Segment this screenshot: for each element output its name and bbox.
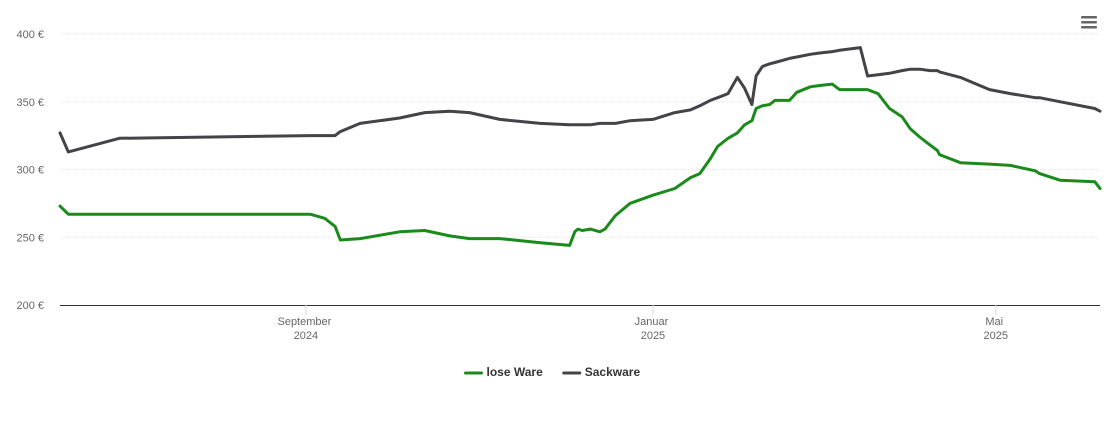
menu-button[interactable] — [1080, 14, 1098, 30]
legend: lose Ware Sackware — [464, 365, 641, 379]
y-tick-label: 300 € — [16, 165, 44, 177]
y-tick-label: 350 € — [16, 97, 44, 109]
x-tick-label: September 2024 — [277, 316, 334, 342]
series-line — [58, 46, 1102, 154]
legend-label: lose Ware — [487, 365, 544, 379]
y-tick-label: 250 € — [16, 232, 44, 244]
x-tick-label: Januar 2025 — [635, 316, 672, 342]
y-tick-label: 400 € — [16, 29, 44, 41]
menu-bar — [1081, 16, 1097, 19]
menu-bar — [1081, 21, 1097, 24]
menu-bar — [1081, 26, 1097, 29]
legend-label: Sackware — [585, 365, 641, 379]
x-tick-label: Mai 2025 — [984, 316, 1008, 342]
series-line — [58, 82, 1102, 247]
y-tick-label: 200 € — [16, 300, 44, 312]
